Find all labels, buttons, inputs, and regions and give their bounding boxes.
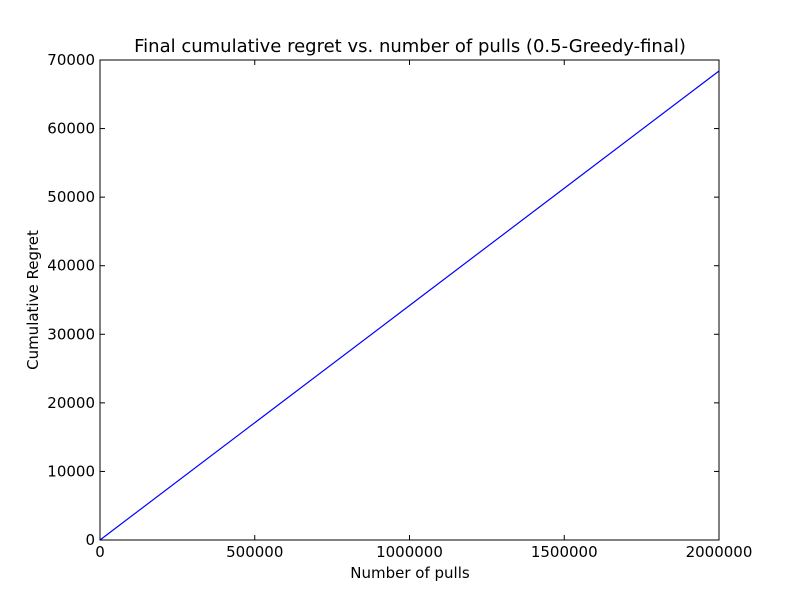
x-tick-label: 2000000 xyxy=(686,543,753,561)
x-tick-label: 1000000 xyxy=(376,543,443,561)
y-tick-labels: 0 10000 20000 30000 40000 50000 60000 70000 xyxy=(47,51,95,549)
y-tick-label: 30000 xyxy=(47,325,95,343)
series-line-0 xyxy=(99,70,720,541)
x-tick-label: 0 xyxy=(95,543,105,561)
y-tick-label: 40000 xyxy=(47,257,95,275)
y-axis-label: Cumulative Regret xyxy=(24,230,42,370)
x-tick-label: 1500000 xyxy=(531,543,598,561)
y-tick-label: 60000 xyxy=(47,120,95,138)
x-tick-label: 500000 xyxy=(226,543,283,561)
y-tick-label: 10000 xyxy=(47,462,95,480)
x-axis-label: Number of pulls xyxy=(350,564,470,582)
series-layer xyxy=(99,70,720,541)
chart-title: Final cumulative regret vs. number of pu… xyxy=(134,36,686,57)
y-tick-label: 70000 xyxy=(47,51,95,69)
x-tick-labels: 0 500000 1000000 1500000 2000000 xyxy=(95,543,752,561)
y-tick-label: 0 xyxy=(85,531,95,549)
y-tick-label: 50000 xyxy=(47,188,95,206)
plot-frame xyxy=(99,59,720,541)
y-tick-label: 20000 xyxy=(47,394,95,412)
tick-layer xyxy=(99,59,720,541)
